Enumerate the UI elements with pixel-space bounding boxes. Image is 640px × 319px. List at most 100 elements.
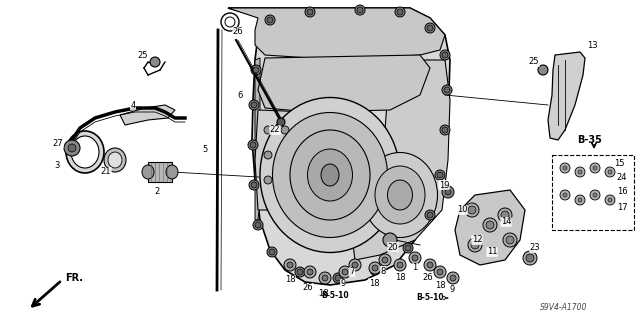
Ellipse shape xyxy=(142,165,154,179)
Circle shape xyxy=(251,182,257,188)
Ellipse shape xyxy=(273,113,387,238)
Circle shape xyxy=(319,272,331,284)
Text: 3: 3 xyxy=(54,160,60,169)
Circle shape xyxy=(397,262,403,268)
Bar xyxy=(148,162,172,182)
Circle shape xyxy=(397,9,403,15)
Circle shape xyxy=(486,221,494,229)
Circle shape xyxy=(277,118,285,126)
Polygon shape xyxy=(228,8,445,58)
Ellipse shape xyxy=(66,131,104,173)
Circle shape xyxy=(305,7,315,17)
Circle shape xyxy=(563,166,567,170)
Circle shape xyxy=(333,273,343,283)
Circle shape xyxy=(608,170,612,174)
Circle shape xyxy=(64,140,80,156)
Text: 8: 8 xyxy=(380,266,386,276)
Text: 5: 5 xyxy=(202,145,207,154)
Circle shape xyxy=(296,176,304,184)
Circle shape xyxy=(248,140,258,150)
Text: 18: 18 xyxy=(317,288,328,298)
Circle shape xyxy=(434,266,446,278)
Circle shape xyxy=(267,17,273,23)
Polygon shape xyxy=(120,105,175,125)
Circle shape xyxy=(437,269,443,275)
Text: 26: 26 xyxy=(233,27,243,36)
Text: 18: 18 xyxy=(395,272,405,281)
Circle shape xyxy=(372,267,378,273)
Circle shape xyxy=(560,190,570,200)
Circle shape xyxy=(251,102,257,108)
Circle shape xyxy=(506,236,514,244)
Circle shape xyxy=(468,206,476,214)
Circle shape xyxy=(253,67,259,73)
Circle shape xyxy=(253,220,263,230)
Polygon shape xyxy=(228,8,450,285)
Text: 14: 14 xyxy=(500,218,511,226)
Circle shape xyxy=(369,262,381,274)
Ellipse shape xyxy=(145,163,175,181)
Circle shape xyxy=(538,65,548,75)
Circle shape xyxy=(444,87,450,93)
Circle shape xyxy=(563,193,567,197)
Text: 26: 26 xyxy=(303,284,314,293)
Text: 6: 6 xyxy=(237,91,243,100)
Circle shape xyxy=(424,259,436,271)
Text: 18: 18 xyxy=(435,280,445,290)
Polygon shape xyxy=(548,52,585,140)
Circle shape xyxy=(578,198,582,202)
Text: B-5-10: B-5-10 xyxy=(321,291,349,300)
Circle shape xyxy=(379,254,391,266)
Circle shape xyxy=(590,190,600,200)
Text: B-5-10: B-5-10 xyxy=(416,293,444,302)
Circle shape xyxy=(297,269,303,275)
Text: S9V4-A1700: S9V4-A1700 xyxy=(540,303,588,313)
Circle shape xyxy=(605,195,615,205)
Text: 25: 25 xyxy=(138,50,148,60)
Circle shape xyxy=(322,275,328,281)
Text: 19: 19 xyxy=(439,181,449,189)
Circle shape xyxy=(281,176,289,184)
Ellipse shape xyxy=(387,180,413,210)
Polygon shape xyxy=(255,58,260,220)
Text: 15: 15 xyxy=(614,159,624,167)
Circle shape xyxy=(249,180,259,190)
Circle shape xyxy=(445,189,451,195)
Text: 1: 1 xyxy=(412,263,418,272)
Text: 13: 13 xyxy=(587,41,597,49)
Text: 26: 26 xyxy=(422,273,433,283)
Circle shape xyxy=(296,151,304,159)
Text: 10: 10 xyxy=(457,205,467,214)
Circle shape xyxy=(349,259,361,271)
Text: 16: 16 xyxy=(617,188,627,197)
Circle shape xyxy=(352,262,358,268)
Circle shape xyxy=(335,275,341,281)
Circle shape xyxy=(440,125,450,135)
Circle shape xyxy=(249,100,259,110)
Circle shape xyxy=(287,262,293,268)
Ellipse shape xyxy=(321,164,339,186)
Text: 23: 23 xyxy=(530,243,540,253)
Circle shape xyxy=(395,7,405,17)
Text: 12: 12 xyxy=(472,235,483,244)
Circle shape xyxy=(590,163,600,173)
Circle shape xyxy=(593,166,597,170)
Circle shape xyxy=(447,272,459,284)
Circle shape xyxy=(150,57,160,67)
Text: 18: 18 xyxy=(369,278,380,287)
Polygon shape xyxy=(455,190,525,265)
Ellipse shape xyxy=(260,98,400,253)
Text: 22: 22 xyxy=(269,125,280,135)
Circle shape xyxy=(394,259,406,271)
Text: 4: 4 xyxy=(131,100,136,109)
Ellipse shape xyxy=(290,130,370,220)
Circle shape xyxy=(264,151,272,159)
Circle shape xyxy=(427,25,433,31)
Circle shape xyxy=(295,267,305,277)
Circle shape xyxy=(435,170,445,180)
Circle shape xyxy=(251,65,261,75)
Circle shape xyxy=(264,176,272,184)
Circle shape xyxy=(442,186,454,198)
Text: 9: 9 xyxy=(449,286,454,294)
Circle shape xyxy=(575,195,585,205)
